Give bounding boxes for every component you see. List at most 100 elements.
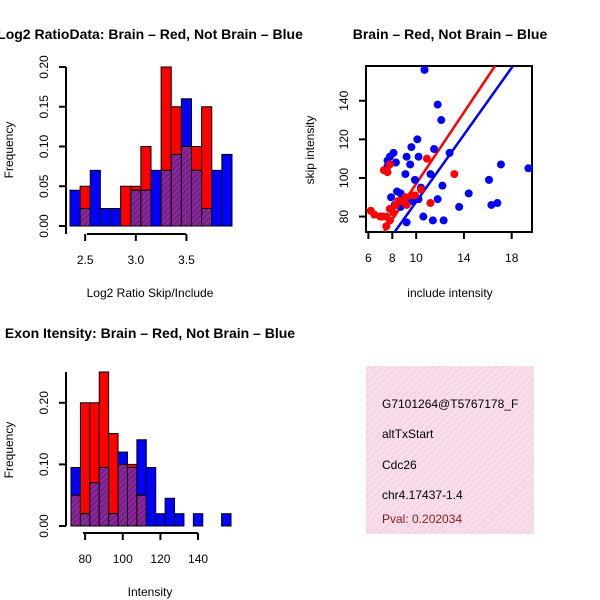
- x-tick-label: 14: [457, 251, 471, 265]
- y-tick-label: 0.05: [37, 174, 51, 198]
- not-brain-point: [389, 148, 398, 157]
- brain-point: [402, 200, 411, 209]
- info-panel: G7101264@T5767178_F altTxStart Cdc26 chr…: [366, 366, 534, 534]
- overlap-bar: [126, 466, 138, 527]
- not-brain-point: [439, 216, 448, 225]
- not-brain-bar: [174, 513, 185, 527]
- overlap-bar: [140, 189, 152, 227]
- y-tick-label: 120: [337, 129, 351, 149]
- y-tick-label: 0.00: [37, 514, 51, 538]
- exon-histogram-bars: [70, 371, 232, 527]
- brain-point: [385, 160, 394, 169]
- not-brain-point: [414, 152, 423, 161]
- brain-point: [450, 170, 459, 179]
- y-tick-label: 100: [337, 168, 351, 188]
- overlap-bar: [201, 208, 213, 227]
- scatter-points: [366, 65, 533, 231]
- x-tick-label: 140: [188, 552, 208, 566]
- not-brain-point: [426, 170, 435, 179]
- not-brain-bar: [164, 497, 176, 527]
- brain-bar: [140, 146, 152, 191]
- not-brain-bar: [221, 513, 232, 527]
- ratio-histogram: Log2 RatioData: Brain – Red, Not Brain –…: [0, 26, 303, 300]
- brain-bar: [191, 146, 203, 171]
- not-brain-bar: [221, 153, 233, 227]
- not-brain-point: [485, 175, 494, 184]
- scatter-y-label: skip intensity: [303, 116, 317, 185]
- scatter-y-ticks: 80 100 120 140: [337, 90, 366, 223]
- x-tick-label: 3.0: [127, 253, 144, 267]
- x-tick-label: 18: [505, 251, 519, 265]
- brain-bar: [89, 402, 100, 484]
- x-tick-label: 120: [150, 552, 170, 566]
- y-tick-label: 0.10: [37, 134, 51, 158]
- ratio-y-label: Frequency: [2, 122, 16, 179]
- overlap-bar: [180, 146, 192, 227]
- brain-point: [422, 154, 431, 163]
- exon-histogram: Exon Itensity: Brain – Red, Not Brain – …: [2, 325, 295, 599]
- not-brain-bar: [180, 98, 192, 148]
- x-tick-label: 3.5: [178, 253, 195, 267]
- brain-bar: [108, 433, 119, 515]
- y-tick-label: 140: [337, 90, 351, 110]
- brain-point: [385, 216, 394, 225]
- exon-y-label: Frequency: [2, 422, 16, 479]
- scatter-title: Brain – Red, Not Brain – Blue: [353, 26, 548, 42]
- not-brain-point: [445, 148, 454, 157]
- overlap-bar: [130, 189, 142, 227]
- not-brain-point: [430, 145, 439, 153]
- not-brain-point: [438, 181, 447, 190]
- brain-point: [410, 191, 419, 200]
- not-brain-point: [402, 218, 411, 227]
- ratio-histogram-bars: [69, 66, 233, 227]
- overlap-bar: [170, 153, 182, 227]
- overlap-bar: [136, 494, 147, 527]
- y-tick-label: 0.15: [37, 95, 51, 119]
- genomic-location: chr4.17437-1.4: [382, 488, 463, 502]
- overlap-bar: [160, 169, 172, 227]
- gene-name: Cdc26: [382, 458, 417, 472]
- info-panel-background: [366, 366, 534, 534]
- ratio-histogram-title: Log2 RatioData: Brain – Red, Not Brain –…: [0, 26, 303, 42]
- not-brain-point: [524, 164, 533, 173]
- scatter-x-label: include intensity: [407, 286, 492, 300]
- not-brain-point: [464, 189, 473, 198]
- overlap-bar: [70, 494, 81, 527]
- not-brain-point: [401, 170, 410, 179]
- x-tick-label: 100: [113, 552, 133, 566]
- overlap-bar: [79, 208, 91, 227]
- overlap-bar: [98, 466, 110, 527]
- brain-bar: [160, 66, 172, 171]
- intensity-scatter: Brain – Red, Not Brain – Blue 6 8 10 14 18 8…: [303, 26, 547, 300]
- brain-bar: [79, 185, 91, 210]
- x-tick-label: 10: [409, 251, 423, 265]
- y-tick-label: 0.00: [37, 214, 51, 238]
- not-brain-bar: [155, 513, 166, 527]
- not-brain-bar: [192, 513, 204, 527]
- not-brain-point: [410, 175, 419, 184]
- y-tick-label: 0.10: [37, 452, 51, 476]
- overlap-bar: [108, 513, 119, 527]
- brain-bar: [201, 106, 213, 210]
- not-brain-point: [387, 193, 396, 202]
- brain-bar: [120, 185, 132, 227]
- y-tick-label: 0.20: [37, 391, 51, 415]
- brain-point: [426, 199, 435, 208]
- not-brain-bar: [99, 208, 111, 227]
- not-brain-point: [420, 65, 429, 74]
- ratio-x-ticks: 2.5 3.0 3.5: [77, 234, 195, 267]
- not-brain-point: [455, 202, 464, 211]
- overlap-bar: [191, 169, 203, 227]
- y-tick-label: 0.20: [37, 55, 51, 79]
- event-type: altTxStart: [382, 427, 434, 441]
- not-brain-point: [493, 199, 502, 208]
- not-brain-point: [433, 195, 442, 204]
- overlap-bar: [117, 463, 128, 527]
- brain-point: [389, 208, 398, 217]
- probe-id: G7101264@T5767178_F: [382, 397, 518, 411]
- not-brain-fit-line: [393, 66, 514, 232]
- not-brain-point: [428, 216, 437, 225]
- scatter-x-ticks: 6 8 10 14 18: [365, 232, 519, 265]
- brain-bar: [130, 185, 142, 191]
- not-brain-point: [433, 100, 442, 109]
